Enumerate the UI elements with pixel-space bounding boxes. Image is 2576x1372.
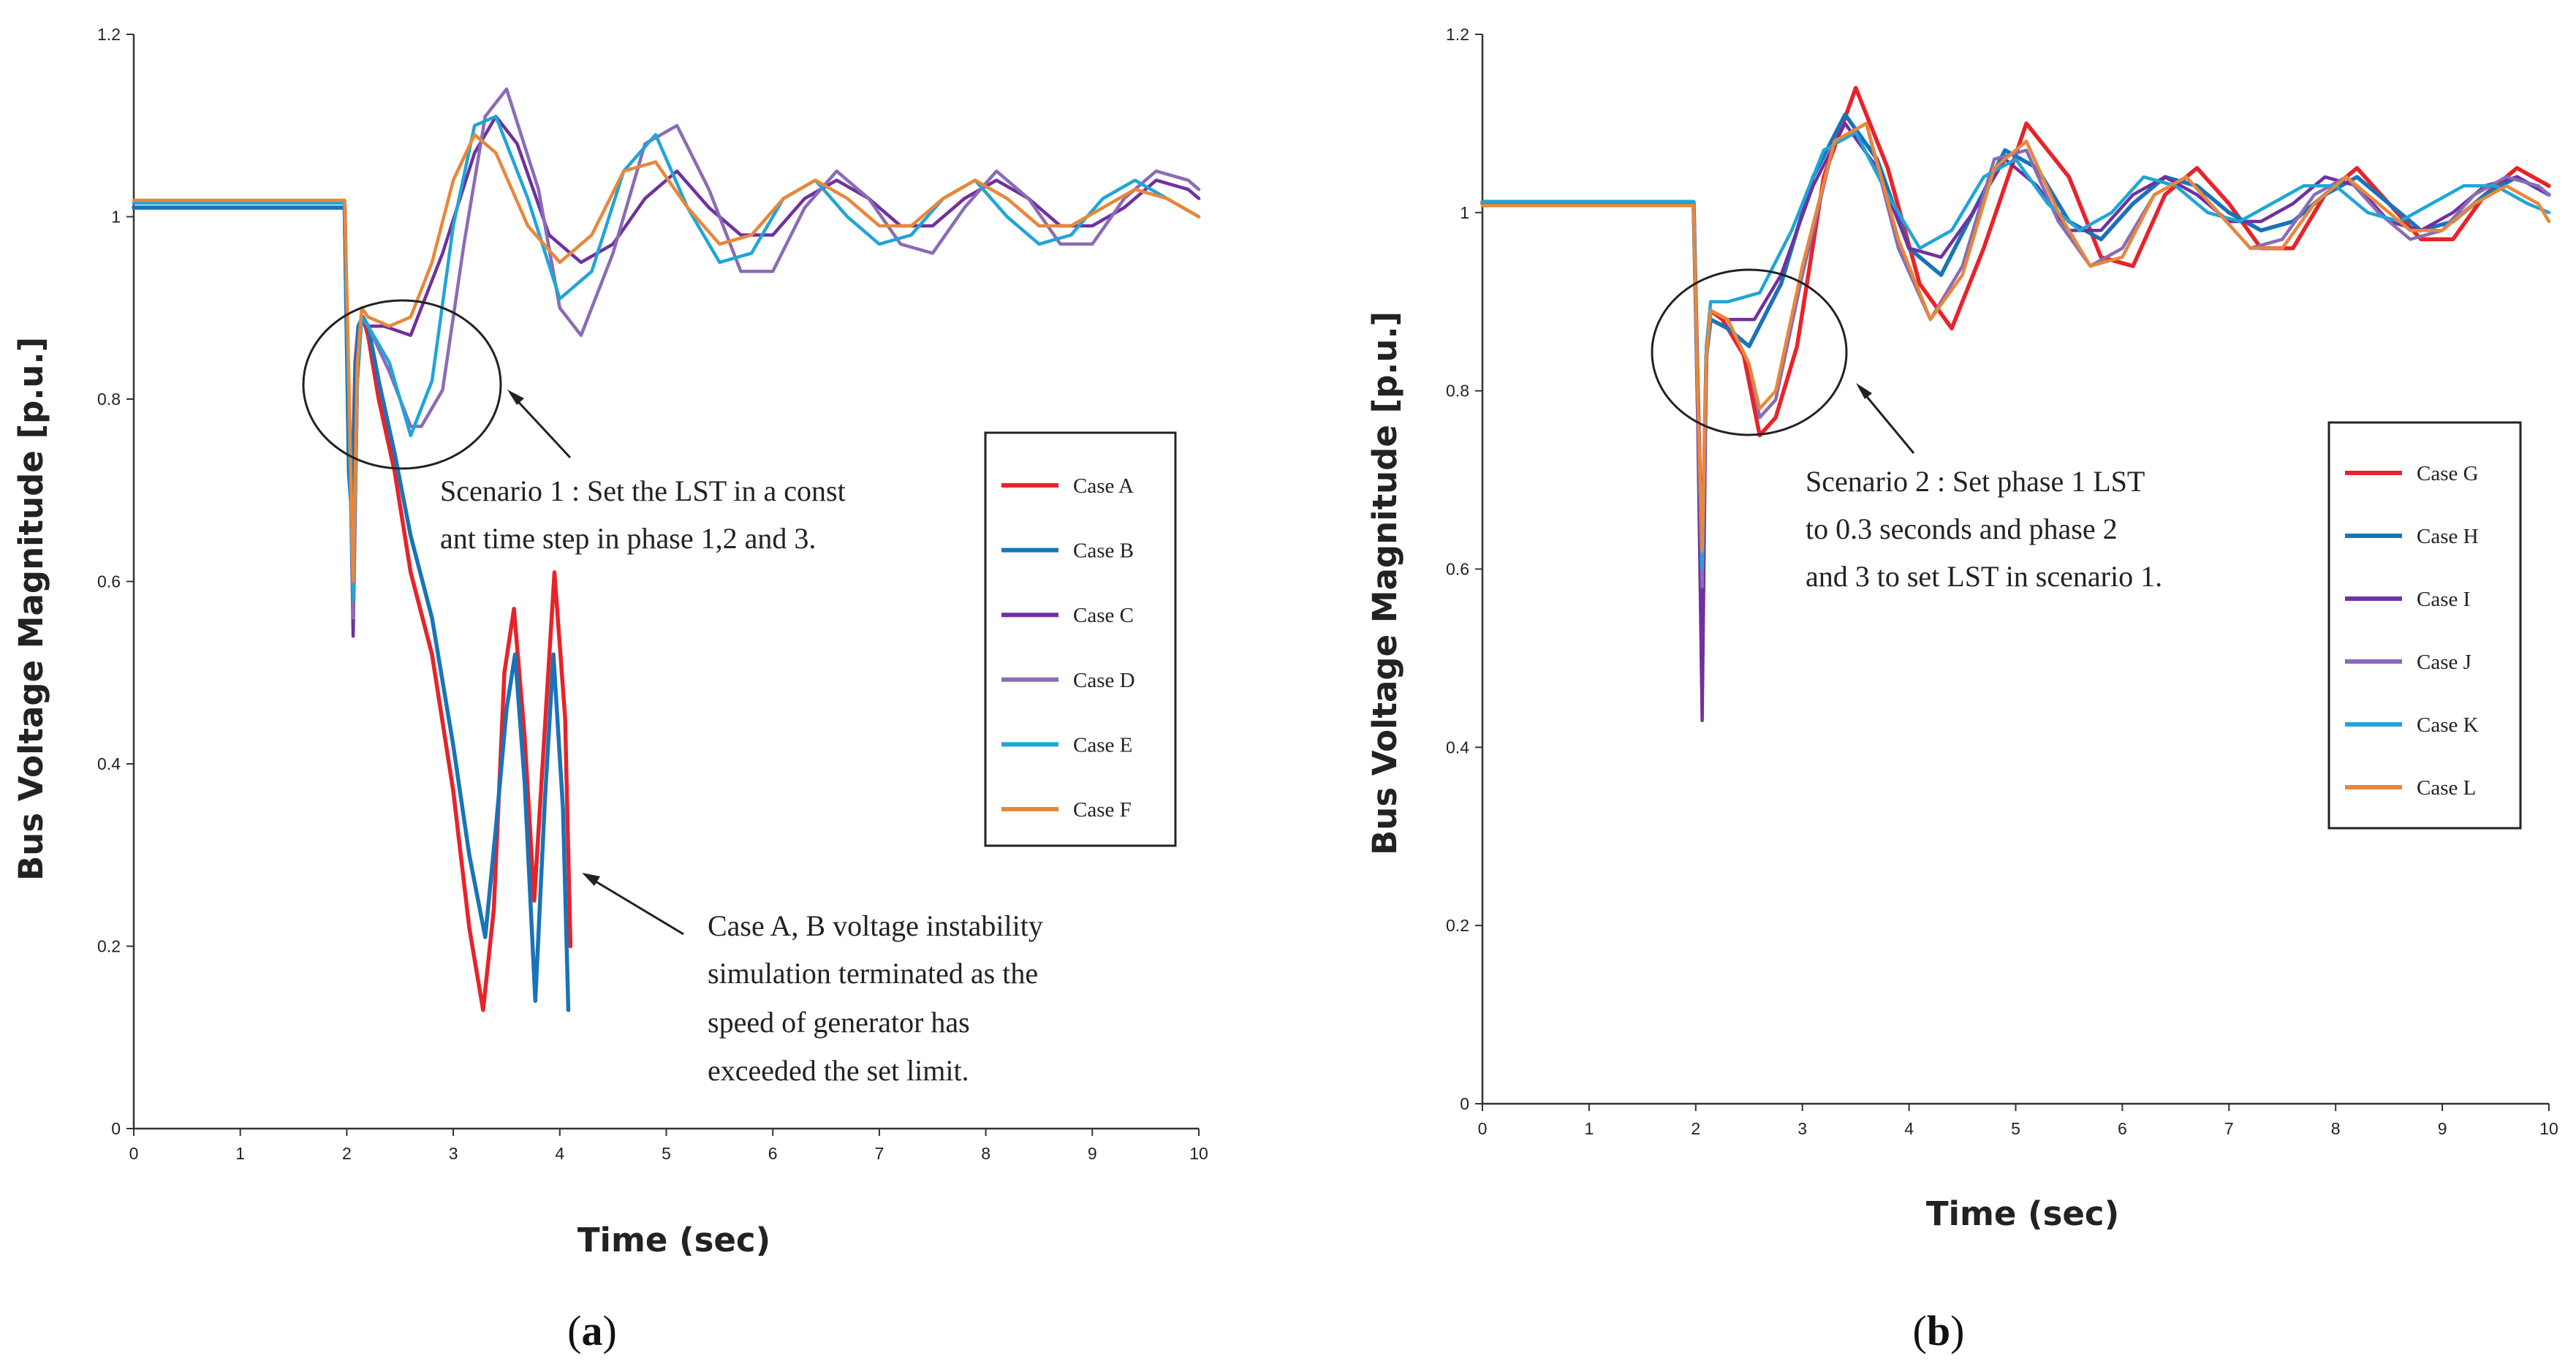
y-axis-label-b: Bus Voltage Magnitude [p.u.] bbox=[1365, 311, 1404, 855]
y-tick-label-a: 0.8 bbox=[97, 390, 121, 409]
annotation-instability-line-4: exceeded the set limit. bbox=[708, 1054, 969, 1087]
x-tick-label-a: 10 bbox=[1189, 1144, 1208, 1163]
chart-panel-b: Bus Voltage Magnitude [p.u.] 0 0.2 0.4 0.6 0… bbox=[1365, 25, 2558, 1354]
x-tick-label-b: 9 bbox=[2438, 1119, 2447, 1138]
annotation-instability-line-3: speed of generator has bbox=[708, 1006, 970, 1039]
x-tick-label-b: 5 bbox=[2011, 1119, 2020, 1138]
legend-label-case-e: Case E bbox=[1073, 733, 1132, 757]
legend-label-case-d: Case D bbox=[1073, 669, 1135, 692]
x-tick-label-a: 0 bbox=[129, 1144, 139, 1163]
legend-box-b bbox=[2327, 421, 2522, 830]
x-tick-label-b: 2 bbox=[1691, 1119, 1700, 1138]
legend-label-case-k: Case K bbox=[2417, 713, 2479, 737]
legend-a: Case A Case B Case C Case D Case E Case F bbox=[984, 431, 1177, 847]
x-tick-label-a: 4 bbox=[555, 1144, 564, 1163]
annotation-arrowhead-b1 bbox=[1856, 383, 1872, 399]
legend-label-case-b: Case B bbox=[1073, 539, 1134, 563]
legend-box-a bbox=[984, 431, 1177, 847]
panel-label-b: (b) bbox=[1913, 1307, 1965, 1354]
annotation-scenario-2-line-2: to 0.3 seconds and phase 2 bbox=[1806, 512, 2118, 545]
x-axis-label-b: Time (sec) bbox=[1926, 1194, 2119, 1233]
y-tick-label-b: 0.6 bbox=[1446, 560, 1469, 579]
y-tick-label-b: 0.4 bbox=[1446, 738, 1469, 757]
y-tick-label-b: 0 bbox=[1460, 1094, 1469, 1113]
x-tick-label-a: 3 bbox=[449, 1144, 458, 1163]
series-line-case-f bbox=[132, 132, 1201, 583]
x-tick-label-b: 3 bbox=[1797, 1119, 1807, 1138]
x-tick-label-a: 7 bbox=[875, 1144, 884, 1163]
x-tick-label-b: 4 bbox=[1904, 1119, 1914, 1138]
panel-label-a: (a) bbox=[567, 1307, 617, 1354]
x-tick-label-b: 7 bbox=[2224, 1119, 2234, 1138]
y-tick-label-a: 0 bbox=[111, 1119, 121, 1138]
series-line-case-l bbox=[1480, 121, 2551, 553]
annotation-arrowhead-a1 bbox=[507, 390, 524, 405]
legend-label-case-j: Case J bbox=[2417, 651, 2471, 674]
chart-panel-a: Bus Voltage Magnitude [p.u.] 0 0.2 0.4 0.6 0… bbox=[12, 25, 1208, 1354]
annotation-scenario-2-line-3: and 3 to set LST in scenario 1. bbox=[1806, 560, 2162, 593]
series-line-case-e bbox=[132, 115, 1201, 602]
y-tick-label-a: 0.2 bbox=[97, 937, 121, 956]
annotation-arrowhead-a2 bbox=[582, 873, 600, 886]
annotation-instability-line-2: simulation terminated as the bbox=[708, 957, 1038, 990]
legend-label-case-a: Case A bbox=[1073, 474, 1134, 498]
x-tick-label-b: 0 bbox=[1478, 1119, 1488, 1138]
x-tick-label-b: 8 bbox=[2331, 1119, 2341, 1138]
x-tick-label-a: 2 bbox=[342, 1144, 352, 1163]
x-tick-label-b: 1 bbox=[1585, 1119, 1594, 1138]
y-tick-label-a: 1 bbox=[111, 208, 121, 227]
x-tick-label-a: 1 bbox=[235, 1144, 245, 1163]
y-tick-label-b: 1.2 bbox=[1446, 25, 1469, 44]
annotation-scenario-1-line-1: Scenario 1 : Set the LST in a const bbox=[440, 474, 846, 507]
annotation-scenario-2-line-1: Scenario 2 : Set phase 1 LST bbox=[1806, 465, 2145, 498]
legend-label-case-l: Case L bbox=[2417, 776, 2476, 800]
y-tick-label-b: 0.2 bbox=[1446, 916, 1469, 935]
y-axis-label-a: Bus Voltage Magnitude [p.u.] bbox=[12, 337, 50, 881]
x-axis-label-a: Time (sec) bbox=[577, 1221, 770, 1259]
legend-label-case-g: Case G bbox=[2417, 462, 2479, 485]
x-tick-label-b: 10 bbox=[2539, 1119, 2558, 1138]
x-tick-label-a: 6 bbox=[768, 1144, 778, 1163]
y-tick-label-a: 1.2 bbox=[97, 25, 121, 44]
annotation-scenario-1-line-2: ant time step in phase 1,2 and 3. bbox=[440, 522, 816, 555]
legend-label-case-i: Case I bbox=[2417, 588, 2470, 611]
x-tick-label-a: 5 bbox=[662, 1144, 671, 1163]
annotation-arrow-a1 bbox=[510, 393, 572, 459]
annotation-instability-line-1: Case A, B voltage instability bbox=[708, 909, 1043, 942]
legend-label-case-h: Case H bbox=[2417, 525, 2479, 548]
legend-b: Case G Case H Case I Case J Case K Case L bbox=[2327, 421, 2522, 830]
series-line-case-b bbox=[132, 205, 571, 1012]
annotation-arrow-b1 bbox=[1859, 388, 1915, 454]
annotation-ellipse-b bbox=[1651, 268, 1848, 436]
x-tick-label-a: 9 bbox=[1088, 1144, 1097, 1163]
y-tick-label-b: 1 bbox=[1460, 203, 1469, 222]
annotation-ellipse-a bbox=[302, 299, 502, 470]
y-tick-label-a: 0.6 bbox=[97, 572, 121, 591]
y-tick-label-a: 0.4 bbox=[97, 754, 121, 773]
series-line-case-k bbox=[1480, 130, 2551, 571]
annotation-arrow-a2 bbox=[588, 876, 684, 936]
x-tick-label-a: 8 bbox=[981, 1144, 990, 1163]
y-tick-label-b: 0.8 bbox=[1446, 382, 1469, 401]
legend-label-case-f: Case F bbox=[1073, 798, 1132, 822]
x-tick-label-b: 6 bbox=[2118, 1119, 2127, 1138]
legend-label-case-c: Case C bbox=[1073, 604, 1134, 627]
